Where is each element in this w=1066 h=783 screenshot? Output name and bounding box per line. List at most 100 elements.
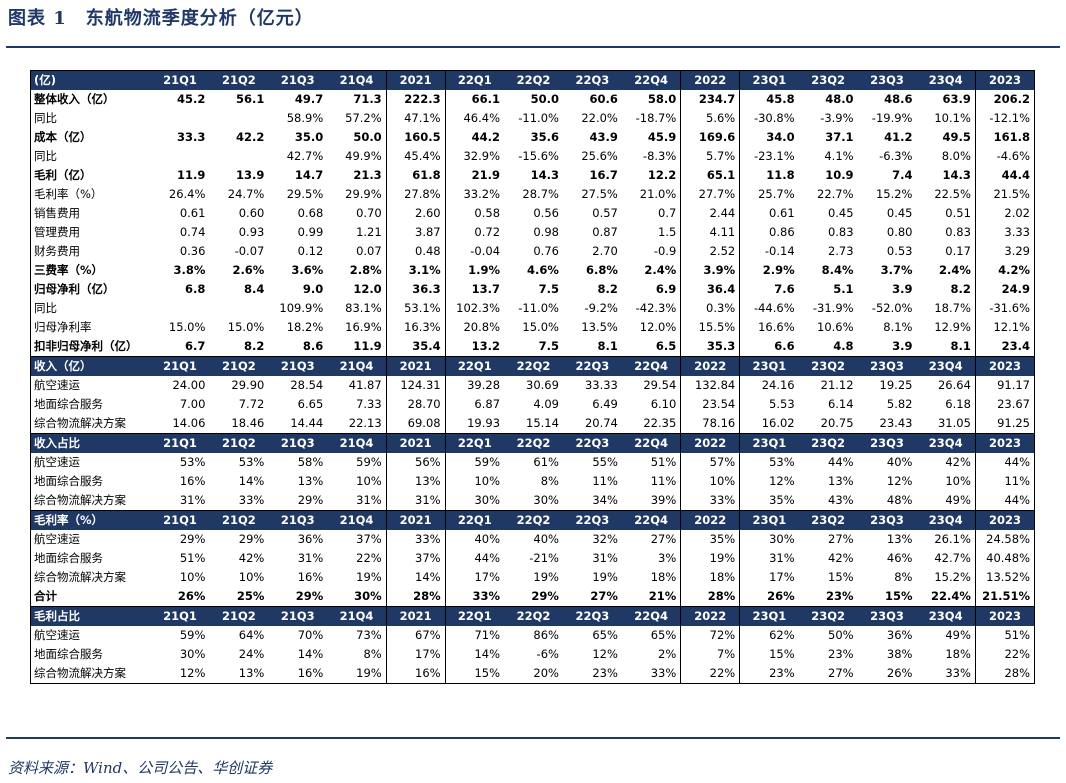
cell: 26%: [857, 664, 917, 684]
cell: 4.2%: [974, 261, 1036, 280]
column-header: 22Q4: [621, 356, 681, 376]
cell: 24.58%: [974, 530, 1036, 549]
header-row: (亿) 21Q1 21Q2 21Q3 21Q4 2021 22Q1 22Q2 22Q3 22Q4 2…: [30, 70, 1036, 90]
cell: 0.45: [886, 206, 913, 220]
cell: 21.51%: [974, 587, 1036, 607]
data-row: 综合物流解决方案 14.06 18.46 14.44 22.13 69.08 19.93 15…: [30, 414, 1036, 434]
header-row: 毛利率（%） 21Q1 21Q2 21Q3 21Q4 2021 22Q1 22Q2 22Q3 22…: [30, 510, 1036, 530]
cell: 27%: [562, 587, 622, 607]
cell: 50.0: [530, 92, 559, 106]
cell: 83.1%: [345, 301, 382, 315]
cell: 13.7: [471, 282, 501, 296]
row-label: 地面综合服务: [34, 551, 103, 565]
cell: 33.3: [177, 130, 206, 144]
cell: 12.0%: [639, 320, 677, 334]
cell: 48.6: [884, 92, 913, 106]
cell: 33.33: [584, 378, 618, 392]
cell: 15%: [445, 664, 505, 684]
cell: 42.7%: [934, 551, 971, 565]
column-header: 21Q1: [150, 510, 210, 530]
cell: 6.87: [474, 397, 501, 411]
cell: 41.2: [884, 130, 913, 144]
cell: 0.57: [592, 206, 618, 220]
cell: 20.74: [562, 414, 622, 434]
cell: 5.1: [833, 282, 854, 296]
cell: 29%: [504, 587, 563, 607]
row-label: 毛利率（%）: [34, 187, 103, 201]
cell: -31.6%: [974, 299, 1036, 318]
cell: 8.2: [950, 282, 971, 296]
cell: 160.5: [385, 128, 446, 147]
cell: 18.46: [209, 414, 269, 434]
cell: 32.9%: [463, 149, 501, 163]
cell: 19.25: [879, 378, 913, 392]
cell: 42%: [828, 551, 854, 565]
data-row: 财务费用 0.36 -0.07 0.12 0.07 0.48 -0.04 0.76 2.70 -0…: [31, 242, 1036, 261]
cell: 64%: [238, 628, 265, 642]
cell: 53%: [769, 455, 795, 469]
column-header: 2023: [974, 606, 1036, 626]
cell: 33%: [209, 491, 269, 511]
cell: 37%: [356, 532, 382, 546]
cell: 53%: [238, 455, 265, 469]
column-header: 2022: [680, 70, 741, 90]
cell: 60.6: [589, 92, 618, 106]
cell: 69.08: [385, 414, 446, 434]
cell: 33.2%: [463, 187, 501, 201]
cell: 10.6%: [817, 320, 854, 334]
cell: 3.6%: [291, 263, 324, 277]
column-header: 21Q2: [209, 433, 269, 453]
cell: 34.0: [766, 130, 795, 144]
cell: 31%: [327, 491, 387, 511]
column-header: 21Q3: [268, 606, 328, 626]
data-row: 同比 42.7% 49.9% 45.4% 32.9% -15.6% 25.6% -8.3% 5.…: [31, 147, 1036, 166]
cell: 29.9%: [345, 187, 382, 201]
cell: 124.31: [385, 376, 446, 395]
column-header: 22Q2: [504, 606, 563, 626]
cell: 3.9: [892, 282, 913, 296]
column-header: 21Q3: [268, 70, 328, 90]
cell: 10%: [945, 474, 971, 488]
cell: 5.82: [886, 397, 913, 411]
column-header: 21Q2: [209, 70, 269, 90]
cell: 4.09: [533, 397, 559, 411]
column-header: 21Q2: [209, 606, 269, 626]
data-row: 航空速运 53% 53% 58% 59% 56% 59% 61% 55% 51% 57% 53% 44%…: [31, 453, 1036, 472]
column-header: 22Q1: [445, 510, 505, 530]
cell: 57%: [680, 453, 741, 472]
cell: 5.6%: [680, 109, 741, 128]
cell: 29%: [238, 532, 265, 546]
row-label: 毛利（亿）: [34, 168, 92, 182]
cell: 22%: [974, 645, 1036, 664]
row-label: 销售费用: [34, 206, 80, 220]
cell: -18.7%: [635, 111, 677, 125]
cell: 72%: [680, 626, 741, 645]
cell: [151, 147, 210, 166]
row-label: 地面综合服务: [34, 474, 103, 488]
cell: [209, 299, 268, 318]
cell: 24.7%: [227, 187, 265, 201]
cell: 161.8: [974, 128, 1036, 147]
cell: 3.33: [974, 223, 1036, 242]
cell: 0.70: [356, 206, 382, 220]
cell: 46%: [886, 551, 913, 565]
cell: 59%: [356, 455, 382, 469]
cell: 0.51: [945, 206, 971, 220]
cell: 37.1: [825, 130, 854, 144]
data-row: 管理费用 0.74 0.93 0.99 1.21 3.87 0.72 0.98 0.87 1.5 4…: [31, 223, 1036, 242]
cell: 36%: [297, 532, 324, 546]
cell: 10%: [474, 474, 501, 488]
cell: 3.9: [857, 337, 917, 357]
cell: 26.64: [937, 378, 971, 392]
cell: 222.3: [385, 90, 446, 109]
cell: 26%: [739, 587, 799, 607]
data-row: 同比 109.9% 83.1% 53.1% 102.3% -11.0% -9.2% -42.3…: [31, 299, 1036, 318]
cell: 13.5%: [581, 320, 618, 334]
cell: 2.02: [974, 204, 1036, 223]
cell: -19.9%: [871, 111, 913, 125]
cell: 16.3%: [385, 318, 446, 337]
cell: 17%: [385, 645, 446, 664]
cell: 2.52: [680, 242, 741, 261]
cell: 13.52%: [974, 568, 1036, 587]
cell: 23%: [739, 664, 799, 684]
